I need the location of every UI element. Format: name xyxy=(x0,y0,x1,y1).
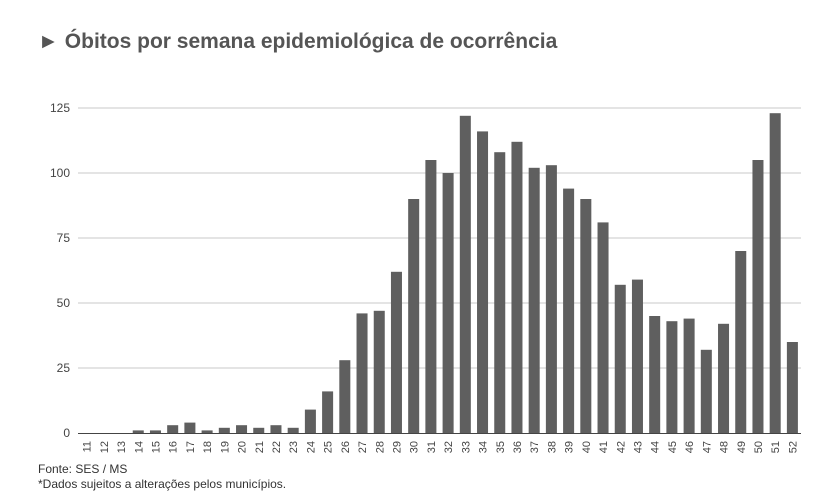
x-tick-label: 35 xyxy=(495,441,507,453)
x-tick-label: 28 xyxy=(374,441,386,453)
chart-footer: Fonte: SES / MS *Dados sujeitos a altera… xyxy=(38,462,286,492)
bar xyxy=(218,427,230,433)
bar xyxy=(597,222,609,433)
bar xyxy=(339,360,351,433)
x-tick-label: 29 xyxy=(391,441,403,453)
x-tick-label: 12 xyxy=(99,441,111,453)
arrow-icon: ► xyxy=(38,30,59,53)
bar xyxy=(752,160,764,433)
x-tick-label: 51 xyxy=(770,441,782,453)
x-tick-label: 19 xyxy=(219,441,231,453)
bar xyxy=(718,323,730,433)
x-tick-label: 27 xyxy=(357,441,369,453)
bar xyxy=(786,342,798,433)
bar xyxy=(511,141,523,434)
bar xyxy=(236,425,248,433)
x-tick-label: 41 xyxy=(598,441,610,453)
y-tick-label: 50 xyxy=(57,296,71,310)
bar xyxy=(631,279,643,433)
bar xyxy=(373,310,385,433)
x-tick-label: 14 xyxy=(133,441,145,453)
bar xyxy=(149,430,161,433)
y-tick-label: 0 xyxy=(63,426,70,440)
y-tick-label: 25 xyxy=(57,361,71,375)
chart-title-text: Óbitos por semana epidemiológica de ocor… xyxy=(64,30,558,53)
x-tick-label: 20 xyxy=(237,441,249,453)
x-tick-label: 42 xyxy=(615,441,627,453)
x-tick-label: 22 xyxy=(271,441,283,453)
x-tick-label: 50 xyxy=(753,441,765,453)
bar xyxy=(390,271,402,433)
bar xyxy=(425,160,437,433)
chart-title: ► Óbitos por semana epidemiológica de oco… xyxy=(38,30,557,54)
source-note: Fonte: SES / MS xyxy=(38,462,128,476)
x-tick-label: 25 xyxy=(323,441,335,453)
x-tick-label: 24 xyxy=(305,441,317,453)
bar xyxy=(270,425,282,433)
x-tick-label: 49 xyxy=(736,441,748,453)
bar xyxy=(253,427,265,433)
x-tick-label: 26 xyxy=(340,441,352,453)
x-tick-label: 36 xyxy=(512,441,524,453)
x-tick-label: 39 xyxy=(564,441,576,453)
x-tick-label: 30 xyxy=(409,441,421,453)
bar xyxy=(666,321,678,433)
x-tick-label: 43 xyxy=(632,441,644,453)
bar xyxy=(563,188,575,433)
bar xyxy=(132,430,144,433)
x-tick-label: 23 xyxy=(288,441,300,453)
x-tick-label: 16 xyxy=(168,441,180,453)
x-tick-label: 40 xyxy=(581,441,593,453)
x-tick-label: 47 xyxy=(701,441,713,453)
x-tick-label: 17 xyxy=(185,441,197,453)
bar xyxy=(683,318,695,433)
bar xyxy=(459,115,471,434)
bar xyxy=(649,316,661,433)
bar xyxy=(528,167,540,434)
bar xyxy=(545,165,557,433)
x-tick-label: 37 xyxy=(529,441,541,453)
y-tick-label: 125 xyxy=(50,101,70,115)
x-tick-label: 31 xyxy=(426,441,438,453)
x-tick-label: 48 xyxy=(719,441,731,453)
bar xyxy=(167,425,179,433)
y-tick-label: 75 xyxy=(57,231,71,245)
x-tick-label: 33 xyxy=(460,441,472,453)
x-tick-label: 15 xyxy=(150,441,162,453)
bar xyxy=(201,430,213,433)
bar xyxy=(408,199,420,433)
bar xyxy=(580,199,592,433)
bar xyxy=(304,409,316,433)
bar xyxy=(322,391,334,433)
bar xyxy=(735,251,747,433)
x-tick-label: 46 xyxy=(684,441,696,453)
x-tick-label: 38 xyxy=(546,441,558,453)
bar xyxy=(184,422,196,433)
bar xyxy=(700,349,712,433)
bar xyxy=(442,173,454,433)
x-tick-label: 18 xyxy=(202,441,214,453)
bar xyxy=(477,131,489,433)
bar xyxy=(614,284,626,433)
x-tick-label: 45 xyxy=(667,441,679,453)
x-tick-label: 21 xyxy=(254,441,266,453)
disclaimer-note: *Dados sujeitos a alterações pelos munic… xyxy=(38,477,287,491)
bar xyxy=(356,313,368,433)
bar xyxy=(769,113,781,433)
x-tick-label: 52 xyxy=(787,441,799,453)
bar xyxy=(287,427,299,433)
x-tick-label: 34 xyxy=(478,441,490,453)
y-tick-label: 100 xyxy=(50,166,70,180)
x-tick-label: 32 xyxy=(443,441,455,453)
bar xyxy=(494,152,506,433)
x-tick-label: 44 xyxy=(650,441,662,453)
bar-chart: 0 25 50 75 100 125 11 12 13 14 15 16 17 18 19 20 21 22 23 2… xyxy=(50,101,801,453)
x-tick-label: 13 xyxy=(116,441,128,453)
x-tick-label: 11 xyxy=(82,441,94,452)
